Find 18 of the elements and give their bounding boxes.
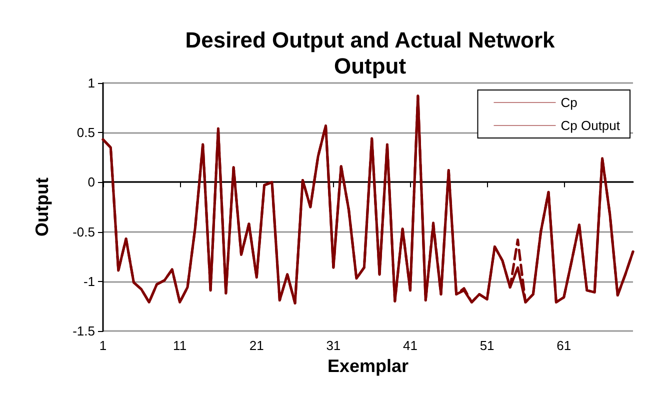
y-tick-label: -0.5 xyxy=(72,224,95,240)
x-tick-label: 41 xyxy=(403,338,418,353)
x-tick-label: 11 xyxy=(173,338,187,353)
y-tick-label: -1 xyxy=(83,274,95,289)
x-axis-title: Exemplar xyxy=(327,356,409,376)
x-tick-label: 31 xyxy=(326,338,341,353)
x-tick-label: 21 xyxy=(249,338,264,353)
chart-title: Desired Output and Actual Network Output xyxy=(185,28,556,78)
y-tick-label: 0.5 xyxy=(76,125,95,140)
legend-label: Cp Output xyxy=(560,118,620,133)
y-tick-label: -1.5 xyxy=(72,324,95,338)
x-tick-label: 61 xyxy=(556,338,572,353)
y-axis-title: Output xyxy=(32,178,52,236)
y-tick-label: 0 xyxy=(88,174,95,190)
y-tick-label: 1 xyxy=(88,76,95,90)
x-tick-label: 51 xyxy=(480,338,494,353)
legend-label: Cp xyxy=(560,95,578,110)
x-tick-label: 1 xyxy=(99,338,107,353)
